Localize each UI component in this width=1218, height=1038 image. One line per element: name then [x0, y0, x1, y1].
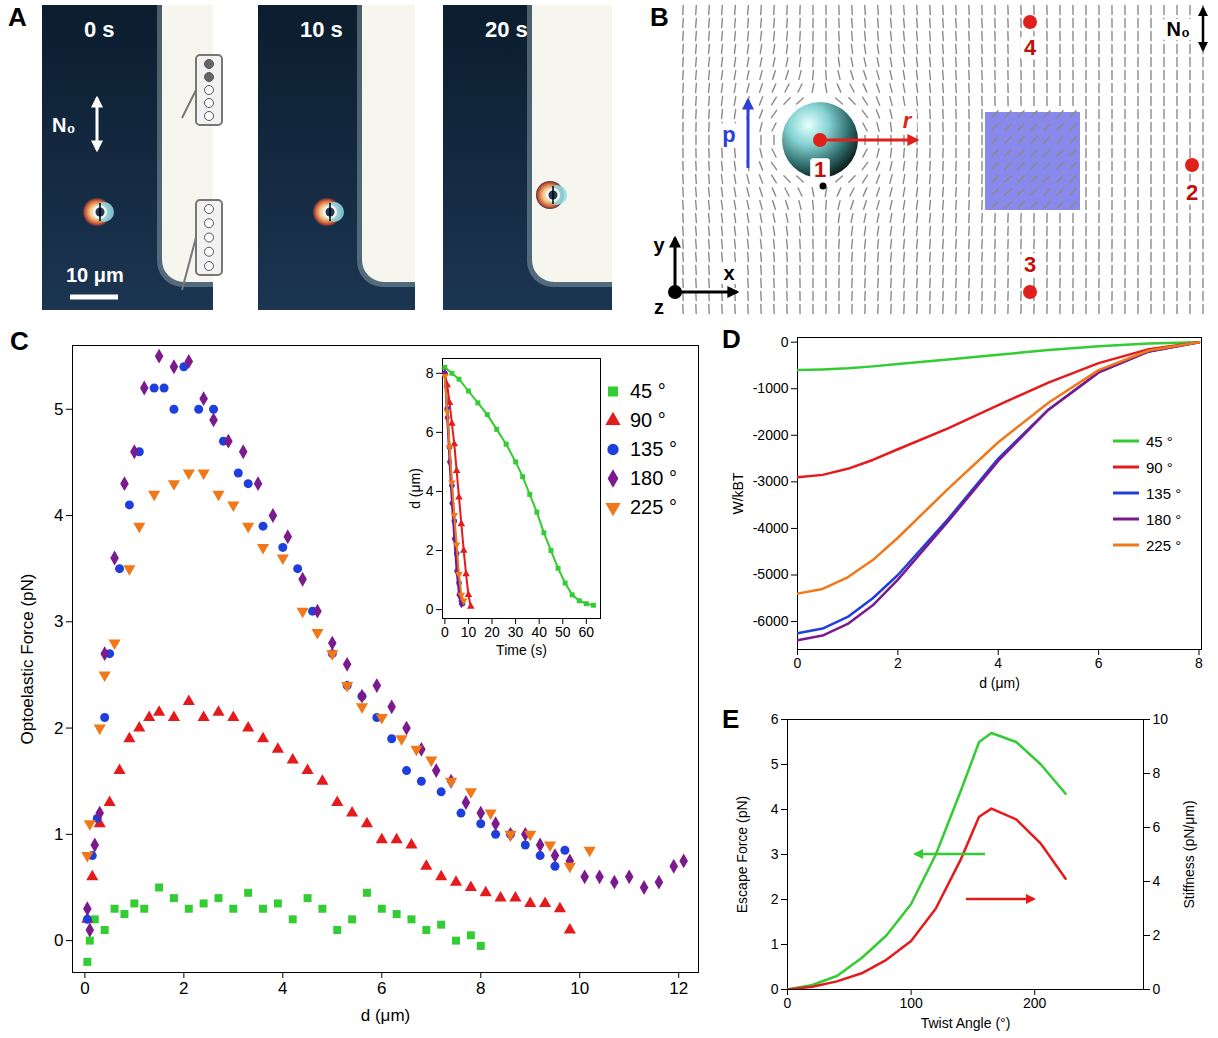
html-text:225 °: 225 °: [630, 496, 677, 518]
svg-text:0: 0: [784, 995, 792, 1011]
svg-text:-2000: -2000: [753, 427, 789, 443]
html-text:E: E: [722, 704, 740, 734]
svg-text:Escape Force (pN): Escape Force (pN): [734, 796, 750, 913]
svg-text:1: 1: [814, 157, 826, 182]
html-text:225 °: 225 °: [1146, 536, 1182, 554]
svg-text:20 s: 20 s: [485, 17, 528, 42]
svg-text:2: 2: [426, 542, 434, 558]
svg-text:Stiffness (pN/μm): Stiffness (pN/μm): [1181, 800, 1197, 908]
svg-text:0: 0: [80, 979, 89, 998]
svg-text:20: 20: [484, 624, 500, 640]
svg-text:0: 0: [54, 931, 63, 950]
svg-text:1: 1: [771, 936, 779, 952]
svg-text:4: 4: [994, 655, 1002, 671]
svg-text:3: 3: [1024, 252, 1036, 277]
svg-text:N₀: N₀: [52, 114, 75, 136]
svg-text:8: 8: [1195, 655, 1203, 671]
html-text:D: D: [722, 324, 741, 354]
html-text:C: C: [10, 326, 29, 356]
svg-text:40: 40: [531, 624, 547, 640]
svg-text:d (μm): d (μm): [361, 1006, 410, 1025]
html-text:B: B: [650, 2, 669, 32]
html-text:A: A: [8, 2, 27, 32]
svg-text:200: 200: [1023, 995, 1047, 1011]
svg-text:3: 3: [54, 612, 63, 631]
svg-text:4: 4: [1153, 873, 1161, 889]
svg-text:4: 4: [771, 801, 779, 817]
svg-text:50: 50: [555, 624, 571, 640]
svg-text:r: r: [903, 108, 913, 133]
svg-text:0: 0: [771, 981, 779, 997]
svg-text:0: 0: [781, 334, 789, 350]
html-text:90 °: 90 °: [630, 409, 666, 431]
svg-text:10 s: 10 s: [300, 17, 343, 42]
svg-text:y: y: [653, 234, 665, 256]
svg-text:8: 8: [1153, 765, 1161, 781]
svg-text:5: 5: [771, 756, 779, 772]
html-text:135 °: 135 °: [1146, 484, 1182, 502]
html-text:45 °: 45 °: [1146, 432, 1173, 450]
svg-text:2: 2: [771, 891, 779, 907]
svg-text:6: 6: [1095, 655, 1103, 671]
svg-text:N₀: N₀: [1167, 18, 1190, 40]
svg-text:d (μm): d (μm): [407, 468, 423, 509]
html-text:90 °: 90 °: [1146, 458, 1173, 476]
svg-text:p: p: [722, 122, 735, 147]
svg-text:0: 0: [794, 655, 802, 671]
svg-text:2: 2: [179, 979, 188, 998]
svg-text:10: 10: [570, 979, 589, 998]
svg-text:2: 2: [894, 655, 902, 671]
svg-text:5: 5: [54, 400, 63, 419]
svg-text:0 s: 0 s: [84, 17, 115, 42]
svg-text:-1000: -1000: [753, 380, 789, 396]
svg-text:Twist Angle (°): Twist Angle (°): [921, 1015, 1011, 1031]
svg-text:-3000: -3000: [753, 473, 789, 489]
svg-text:z: z: [654, 296, 664, 318]
svg-text:2: 2: [1186, 180, 1198, 205]
svg-text:30: 30: [508, 624, 524, 640]
svg-text:3: 3: [771, 846, 779, 862]
svg-text:4: 4: [1024, 35, 1037, 60]
svg-text:10: 10: [461, 624, 477, 640]
svg-text:4: 4: [278, 979, 287, 998]
svg-text:100: 100: [899, 995, 923, 1011]
svg-text:x: x: [723, 262, 734, 284]
html-text:135 °: 135 °: [630, 438, 677, 460]
svg-text:10 μm: 10 μm: [66, 264, 124, 286]
svg-text:1: 1: [54, 825, 63, 844]
svg-text:0: 0: [426, 601, 434, 617]
html-text:180 °: 180 °: [630, 467, 677, 489]
svg-text:60: 60: [579, 624, 595, 640]
svg-text:-6000: -6000: [753, 613, 789, 629]
svg-text:-4000: -4000: [753, 520, 789, 536]
svg-text:d (μm): d (μm): [979, 675, 1020, 691]
svg-text:2: 2: [54, 719, 63, 738]
svg-text:4: 4: [426, 483, 434, 499]
svg-text:4: 4: [54, 506, 63, 525]
svg-text:6: 6: [426, 424, 434, 440]
svg-text:W/kBT: W/kBT: [730, 472, 746, 514]
svg-text:12: 12: [669, 979, 688, 998]
svg-text:10: 10: [1153, 711, 1169, 727]
html-text:180 °: 180 °: [1146, 510, 1182, 528]
svg-text:Time (s): Time (s): [496, 642, 547, 658]
svg-text:-5000: -5000: [753, 566, 789, 582]
html-text:45 °: 45 °: [630, 380, 666, 402]
svg-text:0: 0: [1153, 981, 1161, 997]
svg-text:Optoelastic Force (pN): Optoelastic Force (pN): [18, 574, 37, 745]
svg-text:6: 6: [771, 711, 779, 727]
svg-text:6: 6: [377, 979, 386, 998]
svg-text:0: 0: [441, 624, 449, 640]
svg-text:8: 8: [426, 365, 434, 381]
svg-text:8: 8: [476, 979, 485, 998]
svg-text:6: 6: [1153, 819, 1161, 835]
svg-text:2: 2: [1153, 927, 1161, 943]
